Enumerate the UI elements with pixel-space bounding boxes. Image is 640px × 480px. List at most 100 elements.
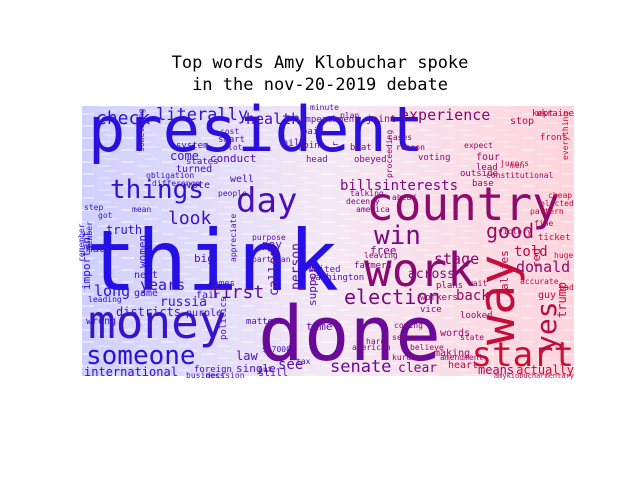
word-things: things — [110, 175, 204, 205]
word-workers: workers — [420, 293, 458, 303]
word-person: person — [289, 243, 304, 290]
word-talking: talking — [350, 189, 384, 198]
word-health: health — [246, 110, 300, 128]
word-america: america — [356, 205, 390, 214]
word-still: still — [258, 368, 288, 379]
word-huge: huge — [554, 251, 573, 260]
word-remember: remember — [77, 223, 86, 262]
word-united: united — [308, 265, 341, 275]
word-believe: believe — [410, 343, 444, 352]
word-sense: sense — [392, 333, 416, 342]
word-joint: joint — [366, 114, 396, 125]
word-important: important — [80, 230, 93, 290]
word-kurds: kurds — [392, 353, 416, 362]
word-people: people — [218, 189, 247, 198]
word-beat: beat — [350, 143, 372, 153]
word-reason: reason — [396, 143, 425, 152]
chart-title: Top words Amy Klobuchar spoke in the nov… — [171, 53, 469, 95]
word-state: state — [460, 333, 484, 342]
word-coming: coming — [394, 321, 423, 330]
word-start: start — [472, 335, 574, 375]
word-trump: trump — [555, 282, 569, 318]
word-big: big — [194, 252, 214, 265]
word-comes: comes — [208, 279, 235, 289]
word-wrong: wrong — [86, 316, 116, 327]
word-lot: lot — [228, 143, 243, 152]
word-think: think — [86, 212, 339, 310]
word-ticket: ticket — [538, 233, 571, 243]
word-victory: victory — [498, 227, 532, 236]
word-smart: smart — [218, 135, 245, 145]
word-elected: elected — [540, 199, 574, 208]
word-senate: senate — [330, 357, 391, 377]
word-years: years — [140, 276, 185, 294]
word-amykiobucharmentary: amykiobucharmentary — [494, 372, 574, 380]
word-well: well — [230, 174, 254, 185]
word-obeyed: obeyed — [354, 155, 387, 165]
word-bad: bad — [559, 283, 574, 292]
word-mean: mean — [132, 205, 151, 214]
word-everything: everything — [561, 112, 570, 160]
word-washington: washington — [310, 273, 364, 283]
word-look: look — [168, 208, 212, 229]
word-billsinterests: billsinterests — [340, 178, 458, 194]
word-across: across — [408, 267, 455, 282]
word-plans: plans — [436, 281, 463, 291]
word-states: states — [186, 157, 219, 167]
word-women: women — [136, 235, 149, 268]
word-international: international — [84, 365, 178, 379]
word-obligation: obligation — [146, 171, 194, 180]
word-voting: voting — [418, 153, 451, 163]
word-plan: plan — [340, 111, 359, 120]
word-purpose: purpose — [252, 233, 286, 242]
word-four: four — [476, 152, 500, 163]
word-stage: stage — [434, 250, 479, 268]
word-amendment: amendment — [440, 353, 484, 362]
word-next: next — [134, 270, 158, 281]
cloud-texture — [82, 106, 574, 376]
word-stop: stop — [510, 116, 534, 127]
word-tax: tax — [296, 357, 311, 366]
word-bill: bill — [282, 138, 306, 149]
word-base: base — [472, 179, 494, 189]
word-told: told — [514, 244, 548, 260]
word-pattern: pattern — [530, 207, 564, 216]
word-called: called — [267, 249, 282, 296]
word-paid: paid — [302, 127, 324, 137]
word-someone: someone — [86, 341, 196, 371]
word-way: way — [468, 255, 526, 345]
word-decision: decision — [206, 371, 245, 380]
word-partisan: partisan — [252, 255, 291, 264]
word-work: work — [364, 243, 475, 297]
word-president: president — [88, 93, 424, 166]
word-vice: vice — [420, 305, 442, 315]
word-17000: $17000 — [262, 345, 291, 354]
word-decency: decency — [346, 197, 380, 206]
word-done: done — [258, 289, 441, 378]
word-truth: truth — [106, 223, 142, 237]
word-vote: vote — [186, 180, 210, 191]
word-system: system — [176, 141, 209, 151]
word-money: money — [88, 295, 226, 349]
word-step: step — [84, 203, 103, 212]
word-good: good — [486, 219, 534, 243]
word-wait: wait — [468, 279, 487, 288]
word-put: put — [258, 365, 273, 374]
word-ahead: ahead — [392, 193, 416, 202]
word-politics: politics — [219, 297, 229, 340]
word-something: something — [137, 108, 146, 152]
word-matters: matters — [246, 317, 284, 327]
word-game: game — [134, 288, 158, 299]
word-guy: guy — [538, 290, 556, 301]
word-point: point — [298, 141, 325, 151]
word-election: election — [344, 285, 440, 309]
word-foreign: foreign — [194, 365, 232, 375]
word-fair: fair — [196, 290, 220, 301]
word-purple: purple — [186, 308, 222, 319]
word-single: single — [236, 362, 276, 375]
word-outside: outside — [460, 169, 498, 179]
word-constitutional: constitutional — [486, 171, 554, 180]
word-kept: kept — [532, 109, 554, 119]
word-red: red — [530, 248, 543, 268]
word-actually: actually — [516, 363, 574, 377]
